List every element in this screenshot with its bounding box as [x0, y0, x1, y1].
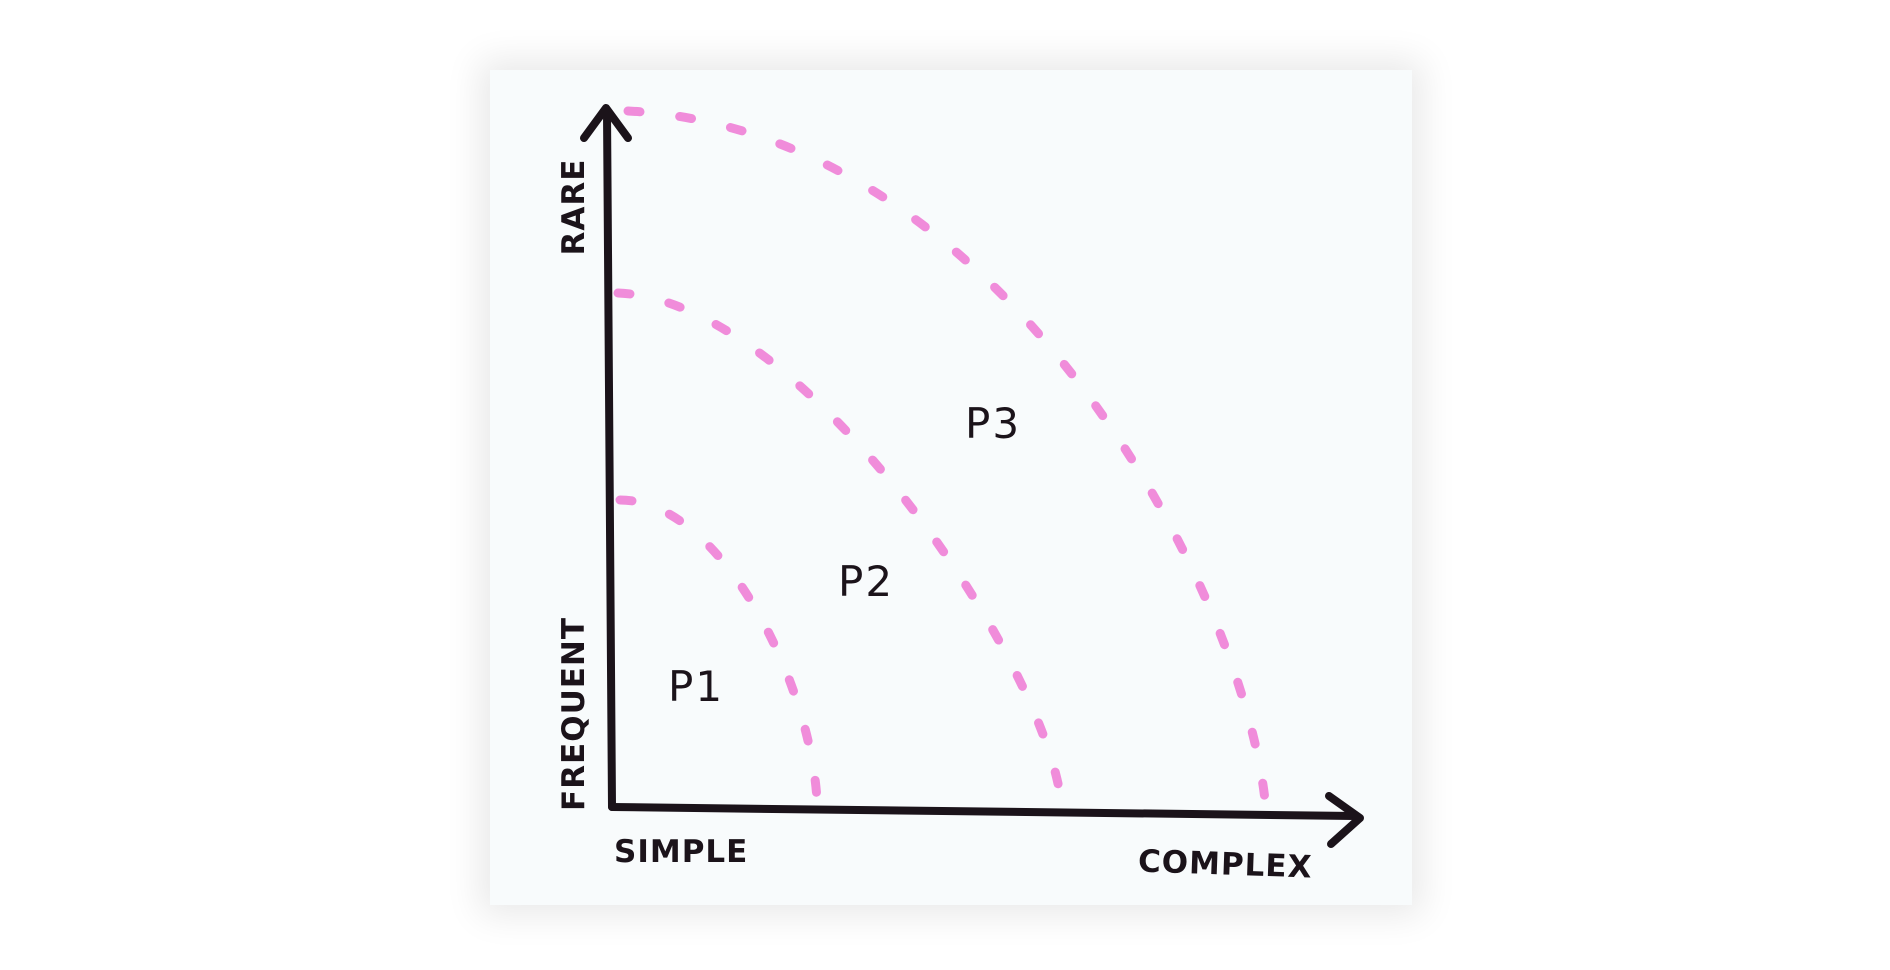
- y-axis-arrowhead: [580, 104, 632, 142]
- boundary-p3: [623, 106, 1270, 805]
- region-label-p2: P2: [838, 557, 894, 606]
- x-axis-left-label: SIMPLE: [614, 834, 748, 870]
- paper-sheet: [490, 70, 1412, 905]
- boundary-p1: [615, 495, 822, 805]
- y-axis-top-label: RARE: [556, 159, 592, 256]
- region-label-p3: P3: [965, 399, 1021, 448]
- y-axis: [603, 108, 616, 811]
- y-axis-bottom-label: FREQUENT: [556, 617, 592, 811]
- boundary-p2: [613, 288, 1066, 805]
- region-label-p1: P1: [668, 662, 724, 711]
- x-axis-right-label: COMPLEX: [1137, 843, 1313, 885]
- x-axis: [608, 803, 1359, 820]
- x-axis-arrowhead: [1325, 792, 1364, 848]
